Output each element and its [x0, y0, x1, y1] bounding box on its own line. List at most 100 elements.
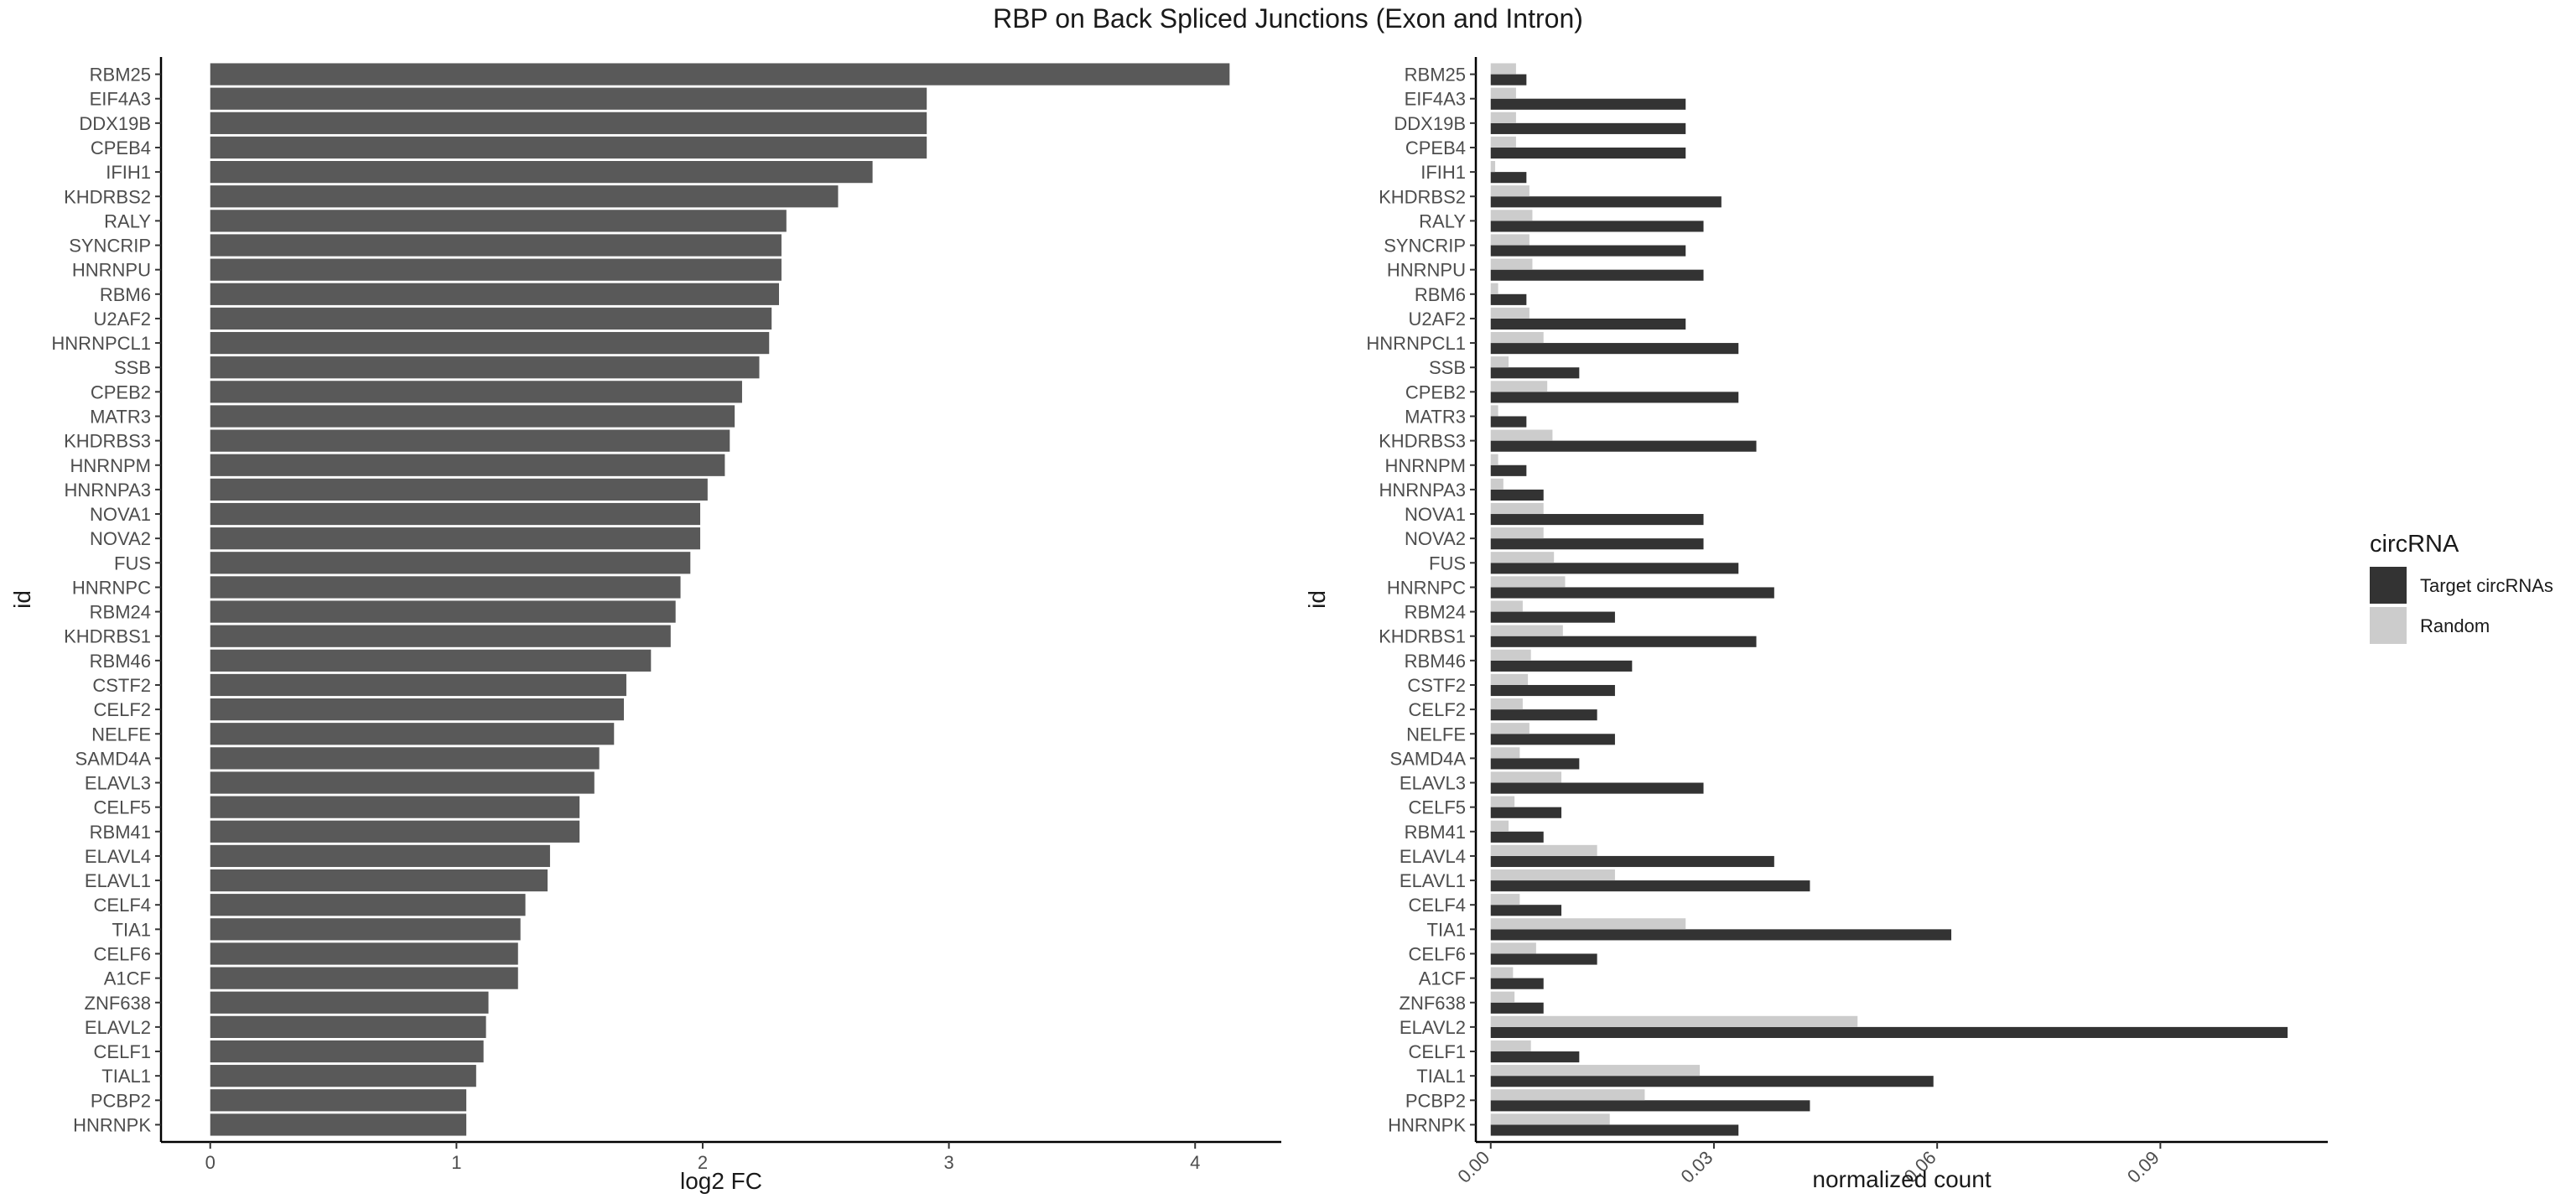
- right-bar-rbm25-target-circrnas: [1490, 74, 1527, 86]
- right-bar-nelfe-random: [1490, 723, 1530, 734]
- right-y-tick-label-cstf2: CSTF2: [1407, 675, 1466, 696]
- right-bar-celf2-target-circrnas: [1490, 709, 1597, 721]
- right-bar-tial1-random: [1490, 1065, 1701, 1077]
- left-y-tick-label-celf4: CELF4: [94, 895, 151, 916]
- right-bar-matr3-random: [1490, 405, 1498, 417]
- right-y-tick-label-celf2: CELF2: [1409, 699, 1466, 720]
- left-y-axis-title: id: [9, 590, 35, 609]
- left-bar-raly: [210, 210, 787, 232]
- right-y-tick-label-znf638: ZNF638: [1400, 993, 1466, 1014]
- right-bar-celf6-target-circrnas: [1490, 953, 1597, 965]
- right-bar-hnrnpk-target-circrnas: [1490, 1124, 1739, 1136]
- left-y-tick-label-tial1: TIAL1: [101, 1066, 151, 1087]
- right-bar-nova1-random: [1490, 502, 1544, 515]
- right-y-tick-label-elavl1: ELAVL1: [1400, 870, 1466, 891]
- right-bar-rbm41-target-circrnas: [1490, 831, 1544, 843]
- right-y-tick-label-fus: FUS: [1429, 553, 1466, 573]
- right-bar-khdrbs1-target-circrnas: [1490, 636, 1757, 647]
- left-x-tick-label-4: 4: [1190, 1152, 1200, 1173]
- right-bar-ssb-random: [1490, 356, 1509, 368]
- left-x-tick-label-2: 2: [698, 1152, 708, 1173]
- right-y-tick-label-rbm25: RBM25: [1405, 65, 1466, 86]
- right-bar-rbm41-random: [1490, 820, 1509, 832]
- right-bar-khdrbs1-random: [1490, 625, 1563, 636]
- right-bar-elavl3-random: [1490, 771, 1562, 783]
- left-bar-ddx19b: [210, 112, 927, 134]
- right-bar-nelfe-target-circrnas: [1490, 734, 1615, 745]
- right-bar-celf4-random: [1490, 894, 1520, 906]
- right-bar-ifih1-target-circrnas: [1490, 172, 1527, 184]
- right-bar-nova2-target-circrnas: [1490, 538, 1704, 550]
- left-y-tick-label-hnrnpc: HNRNPC: [72, 577, 151, 598]
- left-bar-khdrbs3: [210, 429, 730, 452]
- right-y-tick-label-khdrbs2: KHDRBS2: [1379, 186, 1466, 207]
- right-bar-khdrbs3-target-circrnas: [1490, 440, 1757, 452]
- left-x-tick-label-3: 3: [943, 1152, 953, 1173]
- right-y-tick-label-nova2: NOVA2: [1405, 528, 1466, 549]
- right-bar-tia1-target-circrnas: [1490, 929, 1952, 941]
- right-bar-rbm25-random: [1490, 63, 1516, 75]
- right-bar-khdrbs3-random: [1490, 429, 1553, 441]
- right-bar-samd4a-random: [1490, 747, 1520, 759]
- left-bar-cpeb4: [210, 136, 927, 159]
- right-y-tick-label-rbm6: RBM6: [1415, 284, 1466, 305]
- right-y-tick-label-celf6: CELF6: [1409, 943, 1466, 964]
- left-y-tick-label-hnrnpk: HNRNPK: [73, 1114, 151, 1135]
- right-bar-hnrnpk-random: [1490, 1113, 1610, 1125]
- right-x-tick-label-0: 0.00: [1453, 1147, 1493, 1187]
- left-bar-celf2: [210, 698, 625, 721]
- left-bar-elavl1: [210, 869, 548, 892]
- right-y-tick-label-hnrnpk: HNRNPK: [1388, 1114, 1466, 1135]
- right-x-tick-label-1: 0.03: [1677, 1147, 1717, 1187]
- left-bar-pcbp2: [210, 1089, 467, 1112]
- right-bar-celf5-target-circrnas: [1490, 807, 1562, 818]
- left-y-tick-label-cpeb2: CPEB2: [91, 381, 151, 402]
- right-y-tick-label-rbm41: RBM41: [1405, 822, 1466, 843]
- left-x-axis-title: log2 FC: [680, 1168, 762, 1194]
- right-bar-celf6-random: [1490, 942, 1536, 954]
- left-y-tick-label-rbm25: RBM25: [90, 65, 151, 86]
- left-y-tick-label-eif4a3: EIF4A3: [90, 89, 151, 110]
- right-bar-nova1-target-circrnas: [1490, 514, 1704, 526]
- left-bar-khdrbs1: [210, 625, 671, 647]
- right-bar-a1cf-random: [1490, 967, 1514, 978]
- right-bar-elavl1-random: [1490, 869, 1615, 881]
- right-y-tick-label-cpeb4: CPEB4: [1405, 138, 1466, 158]
- right-bar-hnrnpcl1-target-circrnas: [1490, 343, 1739, 355]
- left-bar-fus: [210, 552, 691, 574]
- left-y-tick-label-rbm46: RBM46: [90, 651, 151, 672]
- right-bar-cpeb2-random: [1490, 381, 1548, 392]
- chart-title: RBP on Back Spliced Junctions (Exon and …: [993, 3, 1583, 34]
- right-bar-raly-random: [1490, 210, 1533, 221]
- right-y-tick-label-khdrbs3: KHDRBS3: [1379, 431, 1466, 452]
- left-bar-hnrnpu: [210, 258, 782, 281]
- left-y-tick-label-celf5: CELF5: [94, 797, 151, 818]
- right-bar-znf638-random: [1490, 991, 1515, 1003]
- right-bar-nova2-random: [1490, 527, 1544, 539]
- left-y-tick-label-elavl4: ELAVL4: [85, 846, 151, 867]
- right-bar-eif4a3-target-circrnas: [1490, 98, 1686, 110]
- legend-swatch-random: [2370, 607, 2407, 644]
- right-bar-raly-target-circrnas: [1490, 221, 1704, 232]
- right-bar-tial1-target-circrnas: [1490, 1076, 1934, 1087]
- left-bar-tial1: [210, 1065, 476, 1087]
- right-bar-u2af2-target-circrnas: [1490, 318, 1686, 330]
- right-bar-hnrnpu-random: [1490, 258, 1533, 270]
- left-y-tick-label-cpeb4: CPEB4: [91, 138, 151, 158]
- left-y-tick-label-matr3: MATR3: [90, 406, 151, 427]
- left-bar-rbm41: [210, 820, 580, 843]
- right-y-tick-label-matr3: MATR3: [1405, 406, 1466, 427]
- left-y-tick-label-celf1: CELF1: [94, 1041, 151, 1062]
- right-bar-rbm6-target-circrnas: [1490, 293, 1527, 305]
- right-bar-syncrip-random: [1490, 234, 1530, 246]
- right-bar-elavl2-random: [1490, 1015, 1858, 1027]
- legend-label-random: Random: [2420, 615, 2490, 636]
- left-y-tick-label-khdrbs2: KHDRBS2: [64, 186, 151, 207]
- left-y-tick-label-tia1: TIA1: [112, 919, 151, 940]
- right-bar-pcbp2-random: [1490, 1089, 1645, 1101]
- left-bar-cpeb2: [210, 381, 742, 403]
- right-bar-elavl4-target-circrnas: [1490, 855, 1774, 868]
- right-x-axis-title: normalized count: [1812, 1166, 1991, 1192]
- left-y-tick-label-fus: FUS: [114, 553, 151, 573]
